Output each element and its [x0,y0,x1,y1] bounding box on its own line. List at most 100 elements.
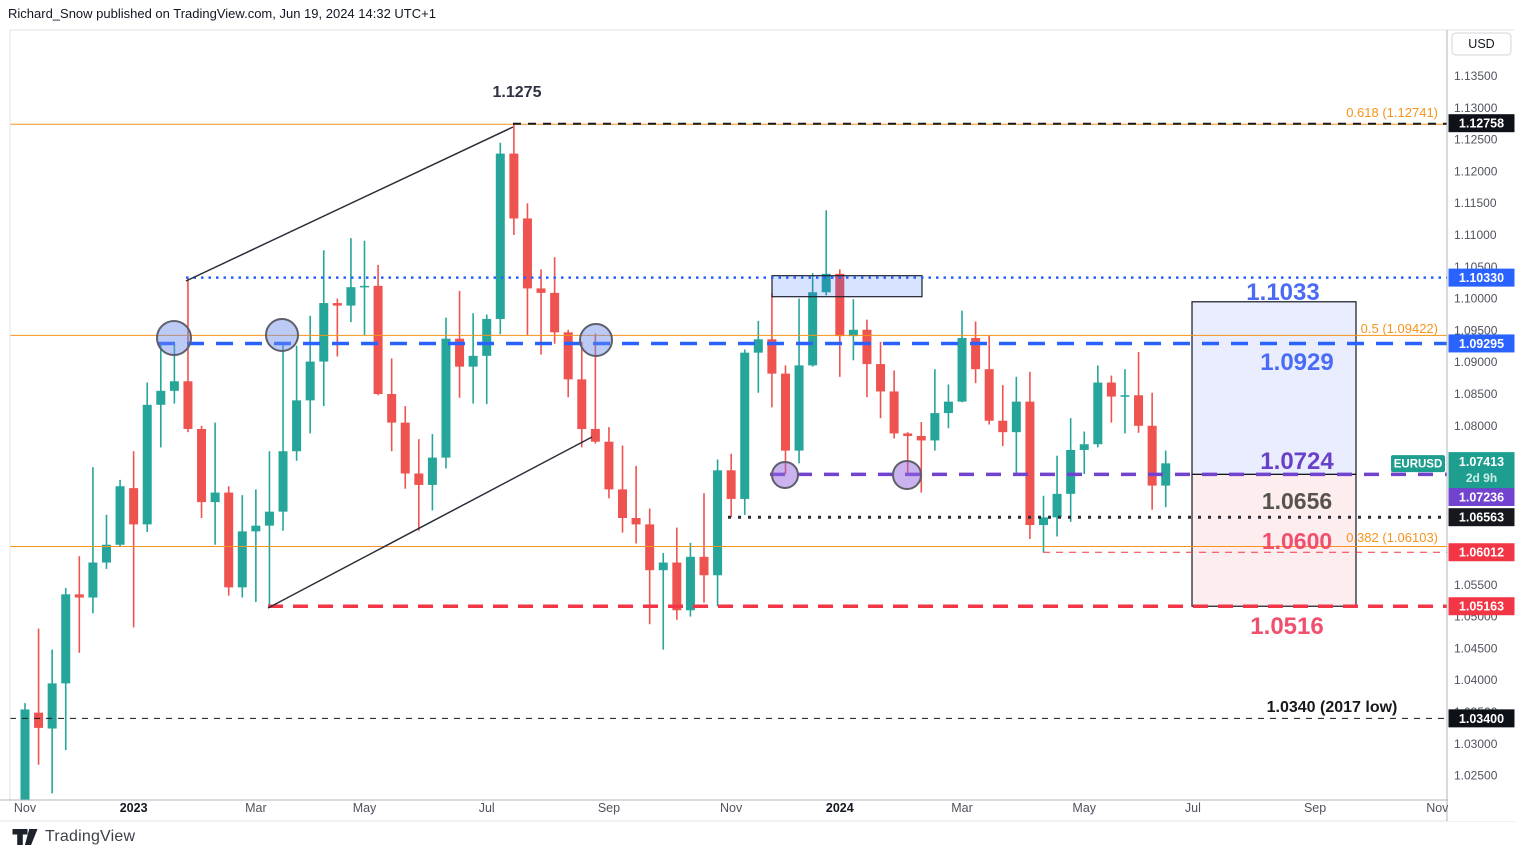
candle-body [360,285,369,288]
candle-body [984,369,994,421]
candle-body [536,288,546,293]
currency-button[interactable]: USD [1451,32,1512,56]
price-badge-1.10330: 1.10330 [1448,268,1515,287]
chart-borders [0,29,1516,822]
price-tick-label: 1.09500 [1454,323,1498,337]
label-1-0724: 1.0724 [1260,448,1334,475]
price-tick-label: 1.13500 [1454,69,1498,83]
candle-body [47,683,57,729]
candle-body [278,451,288,512]
time-label-nov: Nov [1426,801,1449,815]
candle-body [441,338,451,458]
highlight-circle-5[interactable] [892,460,922,490]
price-axis[interactable]: 1.13500 1.13000 1.12500 1.12000 1.11500 1.110… [1448,31,1516,821]
upper-trendline[interactable] [185,126,514,282]
candle-body [197,428,207,503]
price-tick-label: 1.02500 [1454,769,1498,783]
price-tick-label: 1.05500 [1454,578,1498,592]
candle-body [1052,493,1062,518]
candle-body [482,318,492,356]
drawing-boxes[interactable] [771,275,1357,607]
candle-body [292,400,302,452]
candle-body [971,338,981,370]
fib-0382-label: 0.382 (1.06103) [1346,530,1438,545]
candle-body [1079,444,1089,450]
candle-body [563,332,573,380]
price-badge-1.07236: 1.07236 [1448,488,1515,506]
candle-body [590,428,600,442]
candle-body [862,329,872,365]
candle-body [400,422,410,474]
candle-body [210,492,220,503]
label-1-0929: 1.0929 [1260,349,1333,376]
supply-zone-box[interactable] [771,275,923,298]
svg-text:1.03400: 1.03400 [1459,712,1504,726]
candle-body [522,218,532,289]
candle-body [808,292,818,366]
price-tick-label: 1.13000 [1454,101,1498,115]
price-badge-1.03400: 1.03400 [1448,709,1515,728]
price-tick-label: 1.03000 [1454,737,1498,751]
candle-body [387,394,397,423]
candle-body [509,153,519,219]
highlight-circle-4[interactable] [771,461,799,489]
candle-body [821,273,831,293]
candle-body [183,381,193,429]
candle-body [115,486,125,545]
candle-body [943,401,953,414]
symbol-label-badge: EURUSD [1391,455,1445,473]
highlight-circle-2[interactable] [265,318,299,352]
candle-body [740,352,750,499]
chart-pane[interactable]: 1.1275 1.1033 1.0929 1.0724 1.0656 1.0600 1.05… [10,84,1447,857]
price-tick-label: 1.09000 [1454,355,1498,369]
svg-text:1.12758: 1.12758 [1459,117,1504,131]
candle-body [1134,395,1144,426]
horizontal-levels[interactable] [10,122,1447,719]
svg-text:2d 9h: 2d 9h [1466,471,1497,485]
price-tick-label: 1.04500 [1454,641,1498,655]
bear-projection-box[interactable] [1191,473,1357,607]
label-1-0656: 1.0656 [1262,488,1332,514]
candle-body [876,364,886,392]
candle-body [604,441,614,490]
bull-projection-box[interactable] [1191,301,1357,475]
svg-text:USD: USD [1468,37,1494,51]
candle-body [142,404,152,525]
tradingview-logo[interactable]: TradingView [12,828,135,846]
time-label-may: May [353,801,377,815]
candle-body [835,273,845,337]
candle-body [957,338,967,402]
fib-0618-label: 0.618 (1.12741) [1346,105,1438,120]
time-axis[interactable]: Nov 2023 Mar May Jul Sep Nov 2024 Mar May Jul Sep No… [14,801,1449,815]
candle-body [1011,401,1021,433]
candle-body [455,338,465,367]
label-2017-low: 1.0340 (2017 low) [1267,699,1398,716]
candle-body [1025,401,1035,526]
label-1-0516: 1.0516 [1250,613,1323,640]
svg-text:1.07413: 1.07413 [1459,455,1504,469]
candle-body [129,488,139,525]
candle-body [20,709,30,800]
lower-trendline[interactable] [267,436,593,609]
candle-body [319,303,329,362]
highlight-circle-3[interactable] [579,323,613,357]
candle-body [1106,382,1116,397]
label-1-1275: 1.1275 [493,84,542,101]
candle-body [848,329,858,337]
price-tick-label: 1.08000 [1454,419,1498,433]
candle-body [61,594,71,684]
current-price-badge: 1.07413 2d 9h [1448,452,1515,489]
svg-text:1.05163: 1.05163 [1459,600,1504,614]
time-label-nov: Nov [14,801,37,815]
candle-body [74,594,84,598]
highlight-circle-1[interactable] [156,320,192,356]
candle-body [427,457,437,485]
candle-body [767,339,777,374]
candle-body [780,373,790,451]
price-badge-1.06563: 1.06563 [1448,508,1515,527]
price-badge-1.06012: 1.06012 [1448,543,1515,562]
candle-body [889,391,899,434]
candle-body [251,525,261,532]
candle-body [903,433,913,436]
